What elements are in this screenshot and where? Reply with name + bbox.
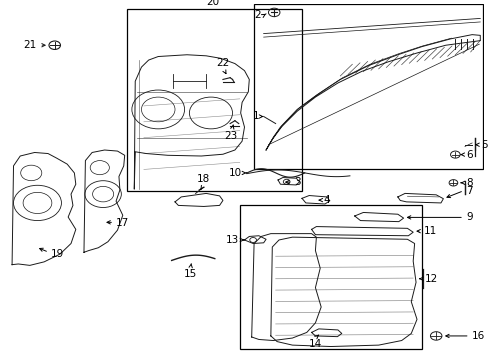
- Text: 16: 16: [471, 331, 484, 341]
- Text: 15: 15: [184, 269, 197, 279]
- Bar: [239, 206, 421, 348]
- Text: 5: 5: [480, 140, 487, 150]
- Bar: [127, 9, 302, 190]
- Text: 23: 23: [224, 131, 237, 141]
- Text: 11: 11: [423, 226, 436, 236]
- Text: 13: 13: [225, 235, 238, 245]
- Text: 7: 7: [465, 186, 471, 195]
- Text: 1: 1: [253, 112, 259, 121]
- Text: 14: 14: [308, 339, 322, 350]
- Text: 21: 21: [23, 40, 36, 50]
- Text: 3: 3: [294, 177, 300, 187]
- Text: 2: 2: [254, 10, 261, 20]
- Text: 9: 9: [465, 212, 471, 222]
- Bar: [254, 4, 482, 170]
- Text: 12: 12: [424, 274, 437, 284]
- Text: 8: 8: [465, 178, 471, 188]
- Text: 20: 20: [205, 0, 219, 7]
- Text: 19: 19: [50, 249, 63, 259]
- Text: 6: 6: [465, 150, 471, 159]
- Text: 4: 4: [323, 195, 329, 205]
- Text: 18: 18: [197, 174, 210, 184]
- Text: 10: 10: [228, 168, 241, 178]
- Text: 22: 22: [216, 58, 229, 68]
- Text: 17: 17: [116, 218, 129, 228]
